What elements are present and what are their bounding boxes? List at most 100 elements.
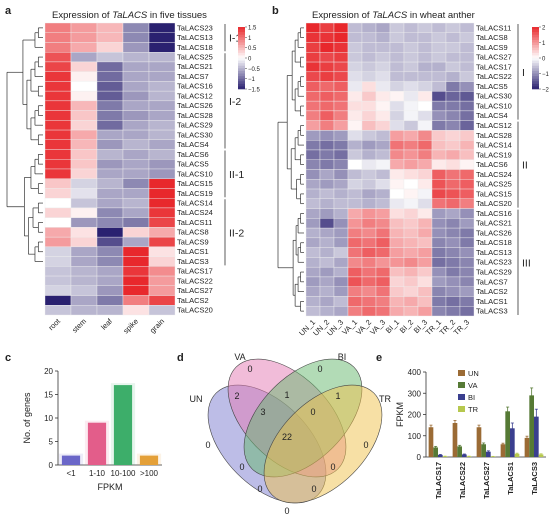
heatmap-cell-TaLACS21-root (44, 61, 72, 72)
row-label-TaLACS28: TaLACS28 (177, 111, 213, 120)
y-tick-label: 200 (408, 411, 422, 420)
heatmap-cell-TaLACS17-VA_2 (361, 61, 377, 73)
heatmap-cell-TaLACS28-TR_2 (445, 130, 461, 141)
heatmap-cell-TaLACS18-BI_2 (403, 237, 419, 248)
heatmap-cell-TaLACS16-stem (70, 81, 98, 92)
heatmap-cell-TaLACS8-root (44, 227, 72, 238)
heatmap-cell-TaLACS20-VA_2 (361, 198, 377, 209)
heatmap-cell-TaLACS2-BI_2 (403, 286, 419, 297)
venn-region-count: 0 (363, 440, 368, 450)
heatmap-cell-TaLACS26-TR_2 (445, 227, 461, 239)
heatmap-cell-TaLACS3-TR_2 (445, 306, 461, 317)
heatmap-cell-TaLACS26-BI_2 (403, 227, 419, 239)
heatmap-cell-TaLACS10-TR_2 (445, 100, 461, 112)
row-label-TaLACS16: TaLACS16 (177, 82, 213, 91)
heatmap-cell-TaLACS8-UN_1 (305, 32, 321, 43)
heatmap-cell-TaLACS4-TR_1 (431, 110, 447, 121)
heatmap-cell-TaLACS9-spike (122, 236, 150, 248)
heatmap-cell-TaLACS4-BI_3 (417, 110, 433, 121)
heatmap-cell-TaLACS12-BI_2 (403, 120, 419, 131)
heatmap-cell-TaLACS9-grain (148, 236, 176, 248)
venn-region-count: 1 (335, 391, 340, 401)
panel-b-column-labels: UN_1UN_2UN_3VA_1VA_2VA_3BI_1BI_2BI_3TR_1… (297, 318, 471, 338)
panel-b-colorbar: 2 1 0 −1 −2 (532, 26, 550, 94)
heatmap-cell-TaLACS25-TR_3 (459, 179, 475, 190)
heatmap-cell-TaLACS21-UN_3 (333, 218, 349, 229)
colorbar-step (532, 45, 539, 48)
row-label-TaLACS30: TaLACS30 (177, 130, 213, 139)
heatmap-cell-TaLACS12-TR_3 (459, 120, 475, 131)
panel-e-letter: e (376, 352, 382, 364)
heatmap-cell-TaLACS15-stem (70, 178, 98, 189)
heatmap-cell-TaLACS19-leaf (96, 188, 124, 199)
heatmap-cell-TaLACS15-leaf (96, 178, 124, 189)
heatmap-cell-TaLACS15-UN_1 (305, 188, 321, 200)
heatmap-cell-TaLACS13-stem (70, 32, 98, 43)
heatmap-cell-TaLACS25-stem (70, 52, 98, 63)
heatmap-cell-TaLACS12-stem (70, 90, 98, 102)
bar->100 (139, 455, 159, 465)
heatmap-cell-TaLACS11-BI_3 (417, 22, 433, 33)
x-tick-label->100: >100 (140, 469, 159, 478)
colorbar-tick-label: −1.5 (248, 88, 261, 94)
colorbar-step (532, 50, 539, 54)
heatmap-cell-TaLACS14-VA_1 (347, 139, 363, 151)
panel-a-column-labels: root stem leaf spike grain (47, 316, 167, 335)
panel-c-letter: c (5, 352, 11, 364)
colorbar-step (532, 70, 539, 74)
heatmap-cell-TaLACS6-grain (148, 149, 176, 160)
bar-TaLACS1-TR (514, 453, 520, 457)
heatmap-cell-TaLACS24-UN_2 (319, 169, 335, 180)
bar-TaLACS17-VA (433, 447, 438, 457)
legend-swatch-TR (458, 406, 465, 412)
row-label-TaLACS6: TaLACS6 (177, 150, 209, 159)
heatmap-cell-TaLACS12-VA_3 (375, 120, 391, 131)
heatmap-cell-TaLACS27-UN_1 (305, 52, 321, 63)
heatmap-cell-TaLACS19-UN_2 (319, 149, 335, 160)
heatmap-cell-TaLACS17-BI_1 (389, 61, 405, 73)
heatmap-cell-TaLACS25-VA_2 (361, 179, 377, 190)
heatmap-cell-TaLACS24-leaf (96, 207, 124, 218)
heatmap-cell-TaLACS7-BI_1 (389, 276, 405, 287)
row-label-TaLACS27: TaLACS27 (476, 53, 512, 62)
heatmap-cell-TaLACS12-UN_1 (305, 120, 321, 131)
colorbar-step (238, 27, 245, 30)
heatmap-cell-TaLACS14-UN_2 (319, 139, 335, 151)
heatmap-cell-TaLACS24-VA_2 (361, 169, 377, 180)
heatmap-cell-TaLACS2-UN_3 (333, 286, 349, 297)
bar-TaLACS22-TR (466, 456, 472, 457)
colorbar-step (238, 81, 245, 85)
colorbar-step (238, 83, 245, 87)
heatmap-cell-TaLACS12-TR_2 (445, 120, 461, 131)
heatmap-cell-TaLACS8-VA_3 (375, 32, 391, 43)
heatmap-cell-TaLACS19-UN_3 (333, 149, 349, 160)
heatmap-cell-TaLACS28-VA_1 (347, 130, 363, 141)
heatmap-cell-TaLACS19-BI_3 (417, 149, 433, 160)
heatmap-cell-TaLACS17-VA_1 (347, 61, 363, 73)
panel-b-title-suffix: in wheat anther (407, 10, 475, 21)
heatmap-cell-TaLACS14-UN_3 (333, 139, 349, 151)
heatmap-cell-TaLACS26-UN_1 (305, 227, 321, 239)
heatmap-cell-TaLACS22-grain (148, 275, 176, 287)
heatmap-cell-TaLACS4-UN_2 (319, 110, 335, 121)
heatmap-cell-TaLACS3-UN_3 (333, 306, 349, 317)
heatmap-cell-TaLACS17-root (44, 266, 72, 277)
heatmap-cell-TaLACS16-spike (122, 81, 150, 92)
heatmap-cell-TaLACS5-TR_3 (459, 81, 475, 92)
row-label-TaLACS27: TaLACS27 (177, 286, 213, 295)
heatmap-cell-TaLACS29-BI_3 (417, 266, 433, 278)
heatmap-cell-TaLACS6-VA_2 (361, 159, 377, 170)
row-label-TaLACS24: TaLACS24 (177, 208, 213, 217)
row-label-TaLACS1: TaLACS1 (476, 297, 508, 306)
heatmap-cell-TaLACS1-UN_3 (333, 296, 349, 307)
cluster-label-I: I (522, 67, 525, 79)
heatmap-cell-TaLACS15-BI_3 (417, 188, 433, 200)
heatmap-cell-TaLACS24-VA_1 (347, 169, 363, 180)
heatmap-cell-TaLACS21-TR_1 (431, 218, 447, 229)
heatmap-cell-TaLACS30-UN_1 (305, 91, 321, 102)
row-label-TaLACS21: TaLACS21 (476, 219, 512, 228)
bar-TaLACS27-UN (476, 427, 482, 457)
heatmap-cell-TaLACS10-grain (148, 168, 176, 179)
bar-TaLACS17-BI (438, 454, 443, 457)
